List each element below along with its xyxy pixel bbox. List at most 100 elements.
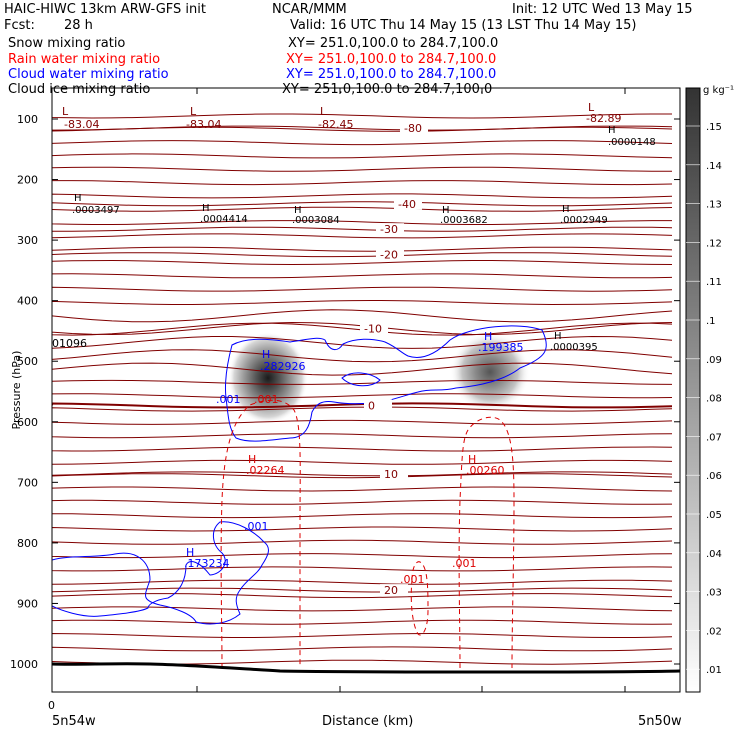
extremum-type: H bbox=[608, 125, 616, 136]
isotherm bbox=[52, 486, 673, 492]
extremum-type: H bbox=[484, 330, 492, 343]
isotherm bbox=[52, 259, 673, 266]
isotherm bbox=[52, 299, 673, 306]
isotherm-label-bg bbox=[400, 122, 428, 135]
edge-label: 01096 bbox=[52, 337, 87, 350]
y-tick-label: 900 bbox=[17, 597, 38, 610]
isotherm bbox=[52, 153, 673, 159]
model-title: HAIC-HIWC 13km ARW-GFS init bbox=[4, 2, 206, 17]
isotherm-label-bg bbox=[380, 467, 408, 480]
isotherm bbox=[52, 193, 673, 199]
extremum-value: .00260 bbox=[466, 464, 505, 477]
colorbar-label: .08 bbox=[706, 394, 722, 405]
rain-contour-small bbox=[410, 561, 429, 636]
rain-contour-left bbox=[220, 399, 301, 669]
isotherm bbox=[52, 513, 673, 519]
isotherm-label: -80 bbox=[404, 122, 422, 135]
isotherm bbox=[52, 406, 673, 412]
colorbar-label: .07 bbox=[706, 432, 722, 443]
colorbar-label: .11 bbox=[706, 277, 722, 288]
isotherm-label-bg bbox=[380, 584, 408, 597]
field-xy-rain: XY= 251.0,100.0 to 284.7,100.0 bbox=[286, 52, 496, 67]
extremum-value: .282926 bbox=[260, 360, 306, 373]
colorbar-label: .03 bbox=[706, 588, 722, 599]
isotherm bbox=[52, 322, 673, 336]
y-tick-label: 600 bbox=[17, 416, 38, 429]
isotherm bbox=[52, 566, 673, 572]
isotherm bbox=[52, 471, 673, 477]
colorbar-label: .04 bbox=[706, 549, 722, 560]
field-xy-cloud-ice: XY= 251.0,100.0 to 284.7,100.0 bbox=[282, 82, 492, 97]
isotherm bbox=[52, 273, 673, 279]
extremum-type: H bbox=[262, 348, 270, 361]
isotherm bbox=[52, 233, 673, 239]
colorbar-label: .13 bbox=[706, 200, 722, 211]
isotherm-label-bg bbox=[364, 399, 392, 412]
plot-frame bbox=[51, 87, 681, 693]
isotherm bbox=[52, 539, 673, 545]
colorbar-label: .12 bbox=[706, 238, 722, 249]
extremum-value: .0003084 bbox=[292, 215, 340, 226]
contour-label: .001 bbox=[216, 393, 241, 406]
plot-area bbox=[52, 113, 680, 674]
field-xy-cloud-water: XY= 251.0,100.0 to 284.7,100.0 bbox=[286, 67, 496, 82]
extremum-value: .0003682 bbox=[440, 215, 488, 226]
extremum-value: .199385 bbox=[478, 341, 524, 354]
extremum-value: .0004414 bbox=[200, 214, 248, 225]
extremum-value: -83.04 bbox=[186, 118, 221, 131]
isotherm bbox=[52, 473, 673, 479]
y-tick-label: 200 bbox=[17, 174, 38, 187]
rain-contours bbox=[220, 399, 515, 669]
contour-value-labels: .001 .001 .001 .001 .001 01096 bbox=[52, 337, 477, 586]
x-origin-label: 0 bbox=[48, 699, 55, 712]
cloud-water-contour-upper bbox=[225, 325, 547, 442]
y-tick-label: 500 bbox=[17, 355, 38, 368]
isotherm-label: -30 bbox=[380, 223, 398, 236]
isotherm bbox=[52, 379, 673, 385]
isotherm-label-bg bbox=[376, 223, 404, 236]
isotherm bbox=[52, 321, 673, 336]
isotherm bbox=[52, 632, 673, 638]
isotherm bbox=[52, 553, 673, 559]
colorbar-label: .06 bbox=[706, 471, 722, 482]
isotherm bbox=[52, 446, 673, 452]
isotherm bbox=[52, 593, 673, 599]
field-xy-snow: XY= 251.0,100.0 to 284.7,100.0 bbox=[288, 36, 498, 51]
x-end-label: 5n50w bbox=[638, 714, 682, 729]
extremum-type: H bbox=[468, 453, 476, 466]
fcst-label: Fcst: bbox=[4, 18, 35, 33]
isotherm-label-bg bbox=[376, 248, 404, 261]
extremum-value: -82.89 bbox=[586, 112, 621, 125]
extremum-value: -83.04 bbox=[64, 118, 99, 131]
isotherm bbox=[52, 579, 673, 585]
y-tick-label: 100 bbox=[17, 113, 38, 126]
cloud-water-contour-small bbox=[341, 372, 381, 387]
isotherm bbox=[52, 459, 673, 465]
isotherm bbox=[52, 113, 672, 119]
contour-label: .001 bbox=[400, 573, 425, 586]
isotherm bbox=[52, 126, 673, 132]
isotherm-label: 20 bbox=[384, 584, 398, 597]
valid-time: Valid: 16 UTC Thu 14 May 15 (13 LST Thu … bbox=[290, 18, 637, 33]
extremum-type: L bbox=[62, 105, 69, 118]
isotherm bbox=[52, 140, 673, 146]
terrain-line bbox=[52, 662, 680, 674]
extremum-type: H bbox=[442, 205, 450, 216]
extremum-value: .0000148 bbox=[608, 137, 656, 148]
isotherm bbox=[52, 180, 673, 186]
colorbar-gradient bbox=[685, 87, 701, 693]
cloud-water-contours bbox=[52, 325, 547, 625]
isotherm bbox=[52, 402, 673, 409]
isotherm bbox=[52, 226, 673, 232]
shaded-maximum-left bbox=[228, 332, 308, 424]
isotherm bbox=[52, 309, 673, 323]
cloud-water-contour-lower bbox=[52, 521, 269, 625]
isotherm-label: 10 bbox=[384, 468, 398, 481]
isotherm bbox=[52, 220, 672, 225]
isotherm bbox=[52, 606, 673, 612]
field-name-rain: Rain water mixing ratio bbox=[8, 52, 160, 67]
rain-contour-right bbox=[458, 416, 515, 669]
contour-label: .001 bbox=[244, 520, 269, 533]
